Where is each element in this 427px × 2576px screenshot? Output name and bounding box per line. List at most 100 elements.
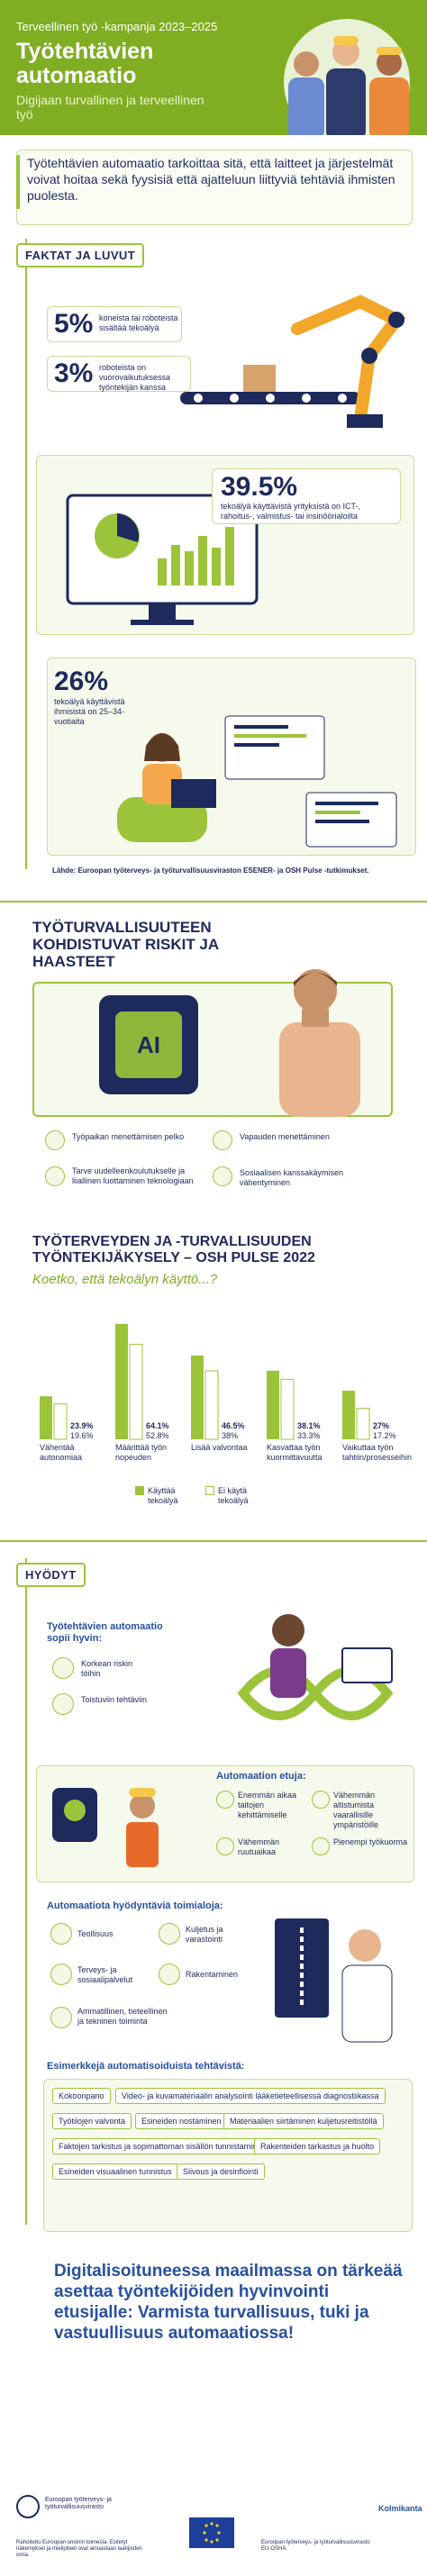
task-chip: Materiaalien siirtäminen kuljetusreitist… (223, 2113, 384, 2129)
value-label-uses: 38.1% (297, 1421, 321, 1430)
robot-arm-illustration (180, 295, 406, 428)
eu-flag (189, 2517, 234, 2548)
bar-uses-ai (40, 1396, 52, 1439)
closing-statement: Digitalisoituneessa maailmassa on tärkeä… (54, 2262, 403, 2343)
briefcase-icon (45, 1130, 65, 1150)
advantage-item: Vähemmän altistumista vaarallisille ympä… (333, 1791, 379, 1829)
benefits-divider (0, 1540, 427, 1542)
who-item: Toistuviin tehtäviin (81, 1695, 148, 1704)
footer-right-logo: Kolmikanta (378, 2504, 422, 2513)
sector-item: Terveys- ja sosiaalipalvelut (77, 1965, 133, 1984)
survey-chart: 23.9% 19.6% 64.1% 52.8% 46.5% 38% 38.1% 33.3% 27… (32, 1306, 413, 1504)
task-chip: Faktojen tarkistus ja sopimattoman sisäl… (52, 2138, 273, 2154)
bar-uses-ai (115, 1323, 128, 1439)
ai-chip-label: AI (115, 1011, 182, 1078)
task-chip: Rakenteiden tarkastus ja huolto (254, 2138, 381, 2154)
person-icon (216, 1837, 234, 1855)
value-label-not: 52.8% (146, 1431, 169, 1440)
fact-value-1: 5% (54, 309, 94, 339)
value-label-uses: 64.1% (146, 1421, 169, 1430)
risk-item: Vapauden menettäminen (240, 1132, 330, 1141)
bar-uses-ai (267, 1370, 279, 1439)
bar-uses-ai (191, 1356, 204, 1439)
value-label-uses: 23.9% (70, 1421, 94, 1430)
fact-text-1: koneista tai roboteista sisältää tekoäly… (99, 313, 178, 332)
monitor-illustration (66, 494, 259, 625)
building-icon (159, 1964, 180, 1985)
task-chip: Työtilojen valvonta (52, 2113, 132, 2129)
facts-line (25, 239, 27, 869)
task-chip: Kokoonpano (52, 2088, 111, 2104)
thinking-person-illustration (279, 969, 360, 1117)
risk-item: Sosiaalisen kanssakäymisen vähentyminen (240, 1168, 344, 1187)
survey-title: TYÖTERVEYDEN JA -TURVALLISUUDEN TYÖNTEKI… (32, 1234, 315, 1265)
benefits-line (25, 1558, 27, 2225)
advantage-item: Pienempi työkuorma (333, 1837, 408, 1846)
repeat-icon (52, 1693, 74, 1715)
advantage-item: Vähemmän ruutuaikaa (238, 1837, 280, 1856)
task-chip: Siivous ja desinfiointi (177, 2163, 265, 2180)
value-label-not: 17.2% (373, 1431, 396, 1440)
category-label: Kasvattaa työn kuormittavuutta (267, 1443, 323, 1462)
task-chip: Video- ja kuvamateriaalin analysointi lä… (115, 2088, 386, 2104)
legend-swatch-not (205, 1486, 214, 1495)
sectors-title: Automaatiota hyödyntäviä toimialoja: (47, 1900, 223, 1911)
who-item: Korkean riskin töihin (81, 1659, 133, 1678)
footer: Euroopan työterveys- ja työturvallisuusv… (0, 2486, 427, 2576)
value-label-uses: 27% (373, 1421, 389, 1430)
bar-no-ai (53, 1403, 68, 1440)
sector-item: Teollisuus (77, 1929, 114, 1938)
workers-illustration (284, 19, 410, 135)
legend-not: Ei käytä tekoälyä (218, 1486, 249, 1505)
footer-left-label: Euroopan työterveys- ja työturvallisuusv… (45, 2497, 112, 2510)
risk-item: Tarve uudelleenkoulutukselle ja liiallin… (72, 1166, 194, 1185)
category-label: Vähentää autonomiaa (40, 1443, 83, 1462)
fact-card-2 (47, 356, 191, 392)
intro-text: Työtehtävien automaatio tarkoittaa sitä,… (27, 156, 395, 203)
fact-value-3: 39.5% (221, 472, 298, 502)
risks-divider (0, 901, 427, 903)
fact-text-2: roboteista on vuorovaikutuksessa työntek… (99, 363, 171, 392)
bar-no-ai (356, 1408, 370, 1440)
intro-box (16, 150, 413, 225)
value-label-not: 38% (222, 1431, 238, 1440)
value-label-uses: 46.5% (222, 1421, 245, 1430)
health-icon (50, 1964, 72, 1985)
fact-card-1 (47, 306, 182, 342)
bar-uses-ai (342, 1391, 355, 1439)
category-label: Vaikuttaa työn tahtiin/prosesseihin (342, 1443, 413, 1462)
category-label: Lisää valvontaa (191, 1443, 248, 1452)
page-title: Työtehtävien automaatio (16, 39, 154, 88)
tasks-title: Esimerkkejä automatisoiduista tehtävistä… (47, 2061, 245, 2072)
factory-icon (50, 1923, 72, 1945)
bar-no-ai (280, 1378, 295, 1440)
who-title: Työtehtävien automaatio sopii hyvin: (47, 1621, 163, 1644)
footer-right-note: Euroopan työterveys- ja työturvallisuusv… (261, 2540, 370, 2552)
legend-uses: Käyttää tekoälyä (148, 1486, 178, 1505)
person-laptop-illustration (117, 715, 397, 848)
chart-categories: Vähentää autonomiaa Määrittää työn nopeud… (32, 1443, 413, 1488)
doctor-xray-illustration (275, 1918, 393, 2043)
people-icon (213, 1166, 232, 1186)
sector-item: Ammatillinen, tieteellinen ja tekninen t… (77, 2007, 168, 2026)
book-icon (45, 1166, 65, 1186)
campaign-label: Terveellinen työ -kampanja 2023–2025 (16, 20, 218, 33)
sector-item: Rakentaminen (186, 1970, 239, 1979)
shield-icon (312, 1791, 330, 1809)
risk-item: Työpaikan menettämisen pelko (72, 1132, 185, 1141)
fact-card-3 (212, 468, 401, 524)
benefits-title: HYÖDYT (16, 1563, 86, 1587)
bar-no-ai (204, 1370, 219, 1440)
warning-icon (52, 1657, 74, 1679)
task-chip: Esineiden visuaalinen tunnistus (52, 2163, 178, 2180)
robot-worker-illustration (52, 1788, 159, 1867)
fact-text-3: tekoälyä käyttävistä yrityksistä on ICT-… (221, 502, 361, 521)
category-label: Määrittää työn nopeuden (115, 1443, 168, 1462)
legend-swatch-uses (135, 1486, 144, 1495)
intro-accent (16, 155, 20, 209)
hand-icon (213, 1130, 232, 1150)
fact-value-4: 26% (54, 667, 109, 696)
clock-icon (216, 1791, 234, 1809)
tasks-panel (43, 2079, 413, 2232)
value-label-not: 19.6% (70, 1431, 94, 1440)
